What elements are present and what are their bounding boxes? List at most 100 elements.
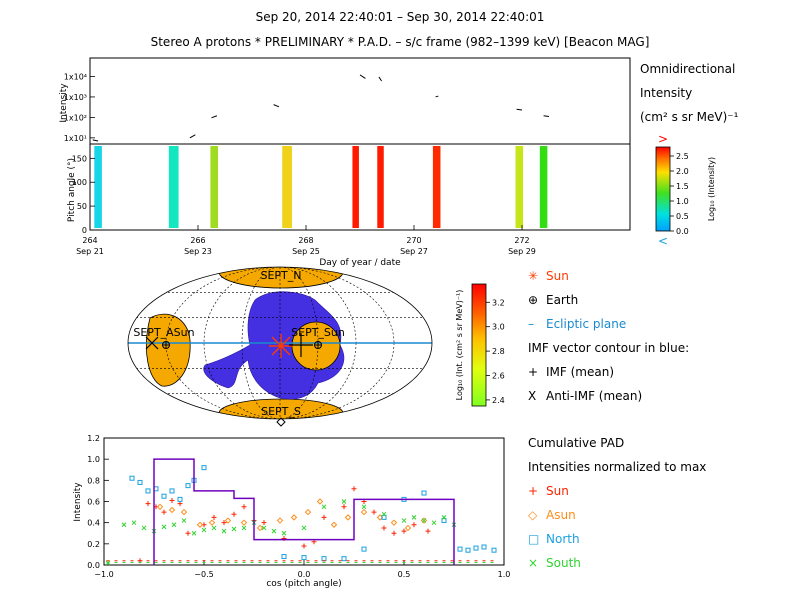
pad-point-south bbox=[381, 511, 387, 517]
sept-north-label: SEPT_N bbox=[260, 269, 301, 282]
pad-xtick-label: 0.0 bbox=[298, 570, 311, 579]
sky-legend-text: IMF (mean) bbox=[546, 365, 614, 379]
sky-colorbar-tick-label: 2.6 bbox=[492, 372, 505, 381]
sky-legend-symbol: – bbox=[528, 317, 534, 331]
pad-point-asun bbox=[316, 498, 324, 505]
pad-point-asun bbox=[240, 519, 248, 526]
day-xtick-label: 264 bbox=[82, 236, 97, 245]
pitch-colorbar-label: Log₁₀ (Intensity) bbox=[707, 157, 716, 221]
pad-point-north bbox=[145, 488, 151, 494]
pitch-angle-bar bbox=[377, 146, 384, 228]
pad-xtick-label: −0.5 bbox=[194, 570, 213, 579]
pitch-angle-bar bbox=[94, 146, 102, 228]
pad-point-asun bbox=[208, 519, 216, 526]
pad-point-sun bbox=[211, 514, 217, 520]
intensity-ylabel: Intensity bbox=[59, 83, 69, 123]
pad-point-asun bbox=[404, 524, 412, 532]
sky-legend-text: Sun bbox=[546, 269, 569, 283]
pitch-ytick-label: 100 bbox=[72, 178, 87, 187]
pitch-angle-ylabel: Pitch angle (°) bbox=[67, 158, 77, 222]
sky-legend-text: IMF vector contour in blue: bbox=[528, 341, 689, 355]
sept-asun-label: SEPT_ASun bbox=[133, 326, 194, 339]
pad-point-sun bbox=[381, 525, 387, 531]
pad-point-north bbox=[361, 546, 367, 552]
pad-point-sun bbox=[177, 501, 183, 507]
imf-mean-marker bbox=[289, 333, 313, 357]
intensity-ytick-label: 1x10⁴ bbox=[64, 72, 87, 81]
pad-point-north bbox=[421, 490, 427, 496]
intensity-panel: 1x10¹ 1x10² 1x10³ 1x10⁴ Intensity bbox=[59, 57, 631, 145]
pad-point-south bbox=[181, 518, 187, 523]
sept-asun-field bbox=[146, 313, 191, 387]
pad-ytick-label: 0.4 bbox=[87, 519, 100, 528]
pad-ytick-label: 1.0 bbox=[87, 455, 100, 464]
date-xtick-label: Sep 21 bbox=[76, 247, 104, 256]
pad-legend-symbol: × bbox=[528, 556, 538, 570]
pitch-angle-bar bbox=[282, 146, 292, 228]
pad-point-south bbox=[201, 527, 207, 533]
pad-point-south bbox=[431, 520, 437, 526]
sky-map-legend: ✳ Sun ⊕ Earth– Ecliptic plane IMF vector cont… bbox=[528, 269, 689, 403]
pad-point-north bbox=[177, 496, 183, 502]
sun-marker bbox=[269, 334, 293, 358]
pad-point-sun bbox=[145, 501, 151, 507]
sept-sun-label: SEPT_Sun bbox=[291, 326, 345, 339]
pad-point-asun bbox=[180, 508, 188, 516]
pad-legend-heading: Cumulative PAD bbox=[528, 436, 624, 450]
pad-point-south bbox=[301, 525, 307, 531]
pad-point-asun bbox=[330, 521, 338, 528]
intensity-trace-segment bbox=[273, 104, 280, 108]
pad-point-south bbox=[211, 525, 217, 531]
pad-ytick-label: 1.2 bbox=[87, 434, 100, 443]
pad-ytick-label: 0.0 bbox=[87, 561, 100, 570]
south-pole-marker bbox=[276, 417, 286, 427]
sky-colorbar-label: Log₁₀ (Int. (cm² s sr MeV)⁻¹) bbox=[455, 290, 464, 401]
pad-point-north bbox=[129, 475, 135, 481]
pad-point-south bbox=[401, 518, 407, 523]
pad-point-north bbox=[301, 555, 307, 561]
pad-point-south bbox=[121, 522, 127, 528]
pitch-colorbar-tick-label: 2.5 bbox=[676, 152, 689, 161]
pitch-angle-bar bbox=[539, 146, 548, 228]
cumulative-pad-outline bbox=[153, 458, 455, 565]
pad-point-north bbox=[341, 556, 347, 562]
date-xtick-label: Sep 23 bbox=[184, 247, 212, 256]
pad-plot: −1.0 −0.5 0.0 0.5 1.0 0.0 0.2 0.4 0.6 0.8 1.0 1.2 I… bbox=[73, 434, 510, 589]
pad-point-sun bbox=[261, 520, 267, 526]
pad-point-south bbox=[141, 525, 147, 531]
pad-point-asun bbox=[196, 521, 204, 528]
sky-legend-symbol: ✳ bbox=[528, 269, 538, 283]
intensity-ytick-label: 1x10¹ bbox=[64, 134, 87, 143]
pitch-ytick-label: 0 bbox=[82, 226, 87, 235]
pad-point-south bbox=[241, 525, 247, 531]
pad-point-asun bbox=[360, 508, 368, 516]
pad-xtick-label: −1.0 bbox=[94, 570, 113, 579]
pad-point-north bbox=[169, 488, 175, 494]
pad-point-north bbox=[441, 518, 447, 524]
pad-point-sun bbox=[161, 509, 167, 515]
pad-point-asun bbox=[344, 514, 352, 521]
intensity-trace-segment bbox=[543, 115, 550, 118]
anti-imf-marker bbox=[145, 336, 159, 350]
intensity-ytick-label: 1x10³ bbox=[64, 93, 87, 102]
intensity-trace-segment bbox=[435, 95, 439, 98]
intensity-trace-segment bbox=[189, 134, 196, 139]
pad-point-sun bbox=[301, 543, 307, 549]
pad-legend-text: Asun bbox=[546, 508, 576, 522]
sky-colorbar-gradient bbox=[471, 283, 487, 407]
colorbar-over-mark: > bbox=[658, 132, 668, 146]
day-xtick-label: 272 bbox=[514, 236, 529, 245]
pad-point-north bbox=[281, 554, 287, 560]
intensity-legend-line-2: Intensity bbox=[640, 86, 693, 100]
sky-legend-symbol: + bbox=[528, 365, 538, 379]
pad-xtick-label: 1.0 bbox=[498, 570, 511, 579]
pad-point-asun bbox=[168, 506, 176, 514]
pad-point-south bbox=[361, 504, 367, 510]
pitch-angle-bar bbox=[515, 146, 524, 228]
sept-south-label: SEPT_S bbox=[261, 405, 301, 418]
sky-colorbar-tick-label: 2.8 bbox=[492, 347, 505, 356]
pad-ytick-label: 0.8 bbox=[87, 476, 100, 485]
intensity-frame bbox=[89, 57, 631, 145]
pad-point-asun bbox=[256, 524, 264, 532]
pitch-colorbar-tick-label: 0.5 bbox=[676, 212, 689, 221]
